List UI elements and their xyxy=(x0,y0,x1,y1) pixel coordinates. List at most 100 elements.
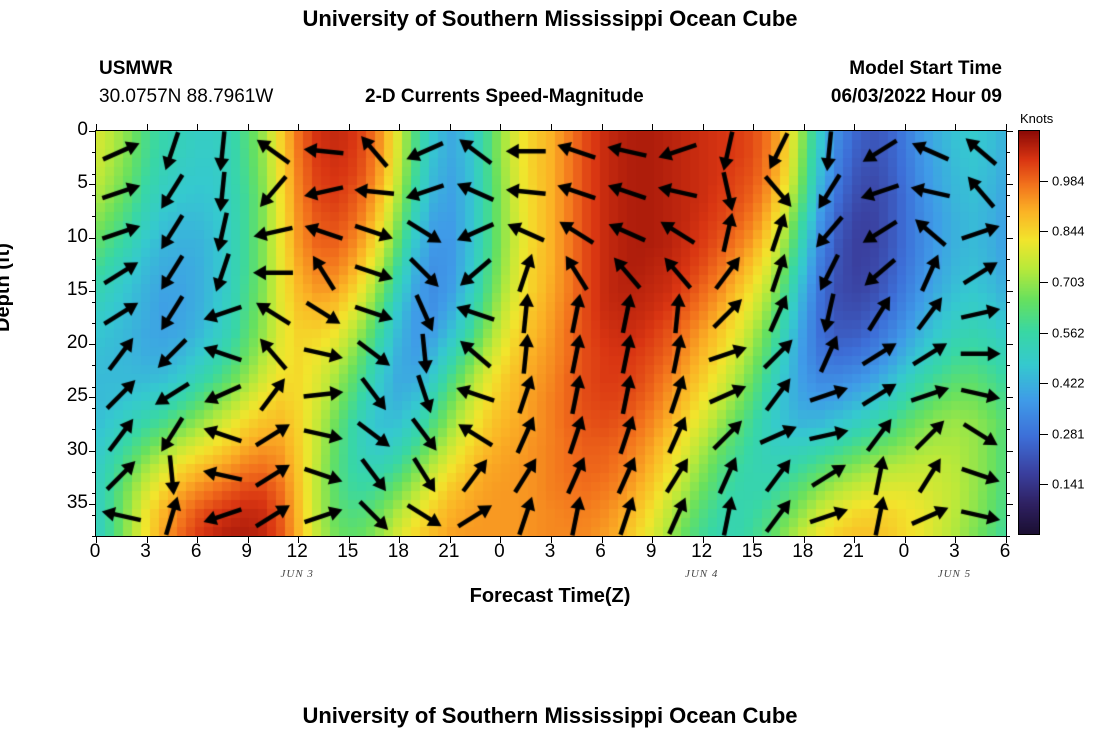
x-axis-tick-label: 18 xyxy=(387,541,409,562)
heatmap-plot-area[interactable] xyxy=(89,124,1013,543)
x-axis-tick xyxy=(753,536,755,543)
x-axis-tick xyxy=(348,124,350,131)
colorbar-tick-label: 0.281 xyxy=(1052,426,1085,442)
x-axis-tick xyxy=(803,124,805,131)
x-axis-tick xyxy=(348,536,350,543)
x-axis-tick xyxy=(601,536,603,543)
x-axis-tick xyxy=(298,124,300,131)
chart-subtitle: 2-D Currents Speed-Magnitude xyxy=(365,86,644,107)
y-axis-minor-tick xyxy=(92,429,96,431)
y-axis-minor-tick xyxy=(1006,152,1010,154)
x-axis-tick xyxy=(904,536,906,543)
x-axis-tick xyxy=(399,124,401,131)
y-axis-tick-label: 35 xyxy=(66,492,88,514)
x-axis-tick xyxy=(96,124,97,131)
x-axis-tick xyxy=(753,124,755,131)
x-axis-tick xyxy=(197,124,199,131)
x-axis-tick xyxy=(854,124,856,131)
x-axis-tick-label: 12 xyxy=(691,541,713,562)
y-axis-minor-tick xyxy=(92,408,96,410)
x-axis-tick xyxy=(399,536,401,543)
y-axis-tick-label: 10 xyxy=(66,225,88,247)
x-axis-tick-label: 21 xyxy=(438,541,460,562)
y-axis-minor-tick xyxy=(92,152,96,154)
y-axis-minor-tick xyxy=(92,493,96,495)
y-axis-minor-tick xyxy=(1006,408,1010,410)
y-axis-minor-tick xyxy=(1006,258,1010,260)
colorbar[interactable]: 0.141 0.281 0.422 0.562 0.703 0.844 0.984 xyxy=(1018,130,1100,535)
x-axis-tick xyxy=(500,124,502,131)
x-axis-tick-label: 0 xyxy=(898,541,910,562)
colorbar-tick-label: 0.844 xyxy=(1052,223,1085,239)
colorbar-tick xyxy=(1040,231,1048,233)
x-axis-tick xyxy=(854,536,856,543)
x-axis-tick xyxy=(955,536,957,543)
x-axis-tick-label: 3 xyxy=(544,541,556,562)
x-axis-tick xyxy=(449,124,451,131)
y-axis-tick-label: 20 xyxy=(66,332,88,354)
x-axis-tick xyxy=(1006,124,1007,131)
x-axis-tick-label: 6 xyxy=(190,541,202,562)
x-axis-tick xyxy=(803,536,805,543)
x-axis-tick-label: 0 xyxy=(89,541,101,562)
x-axis-tick xyxy=(146,124,148,131)
y-axis-tick xyxy=(89,131,96,132)
x-axis-day-label: JUN 4 xyxy=(684,568,719,580)
x-axis-tick-label: 12 xyxy=(286,541,308,562)
y-axis-tick xyxy=(1006,504,1013,506)
x-axis-tick-label: 15 xyxy=(337,541,359,562)
y-axis-minor-tick xyxy=(1006,173,1010,175)
x-axis-tick-label: 6 xyxy=(999,541,1011,562)
y-axis-minor-tick xyxy=(1006,514,1010,516)
y-axis-tick xyxy=(89,290,96,292)
y-axis-minor-tick xyxy=(1006,301,1010,303)
x-axis-tick xyxy=(449,536,451,543)
y-axis-tick-label: 25 xyxy=(66,385,88,407)
x-axis-tick xyxy=(146,536,148,543)
x-axis-tick xyxy=(247,124,249,131)
page-title: University of Southern Mississippi Ocean… xyxy=(302,6,798,31)
colorbar-tick xyxy=(1040,484,1048,486)
y-axis-tick xyxy=(89,184,96,186)
x-axis-tick-label: 6 xyxy=(595,541,606,562)
x-axis-tick-label: 3 xyxy=(949,541,960,562)
x-axis-tick xyxy=(702,124,704,131)
x-axis-tick-label: 9 xyxy=(645,541,657,562)
x-axis-tick xyxy=(247,536,249,543)
x-axis-tick xyxy=(551,124,552,131)
x-axis-tick-label: 3 xyxy=(140,541,151,562)
y-axis-tick xyxy=(1006,290,1013,292)
colorbar-tick xyxy=(1040,383,1048,385)
y-axis-minor-tick xyxy=(1006,536,1010,537)
colorbar-tick-label: 0.562 xyxy=(1052,325,1085,341)
colorbar-title: Knots xyxy=(1020,111,1054,126)
x-axis-tick xyxy=(904,124,906,131)
x-axis-tick xyxy=(551,536,552,543)
x-axis-tick xyxy=(955,124,957,131)
x-axis-tick xyxy=(601,124,603,131)
y-axis-minor-tick xyxy=(92,322,96,324)
colorbar-gradient xyxy=(1018,130,1040,535)
y-axis-minor-tick xyxy=(92,280,96,282)
x-axis-tick xyxy=(96,536,97,543)
station-id-label: USMWR xyxy=(99,58,173,79)
y-axis-minor-tick xyxy=(92,514,96,516)
y-axis-tick xyxy=(89,344,96,346)
x-axis-tick-label: 15 xyxy=(741,541,763,562)
x-axis-tick xyxy=(652,124,654,131)
x-axis-day-label: JUN 3 xyxy=(280,568,314,580)
y-axis-tick xyxy=(1006,397,1013,399)
colorbar-tick-label: 0.984 xyxy=(1052,173,1085,189)
y-axis-minor-tick xyxy=(1006,429,1010,431)
colorbar-tick-label: 0.703 xyxy=(1052,274,1085,290)
y-axis-minor-tick xyxy=(1006,386,1010,388)
x-axis-tick xyxy=(702,536,704,543)
y-axis-minor-tick xyxy=(1006,194,1010,196)
y-axis-minor-tick xyxy=(92,386,96,388)
y-axis-tick xyxy=(89,237,96,239)
y-axis-tick-label: 0 xyxy=(77,119,88,140)
colorbar-tick xyxy=(1040,281,1048,283)
model-start-time-value: 06/03/2022 Hour 09 xyxy=(830,86,1002,107)
x-axis-tick-label: 21 xyxy=(842,541,864,562)
y-axis-minor-tick xyxy=(92,258,96,260)
